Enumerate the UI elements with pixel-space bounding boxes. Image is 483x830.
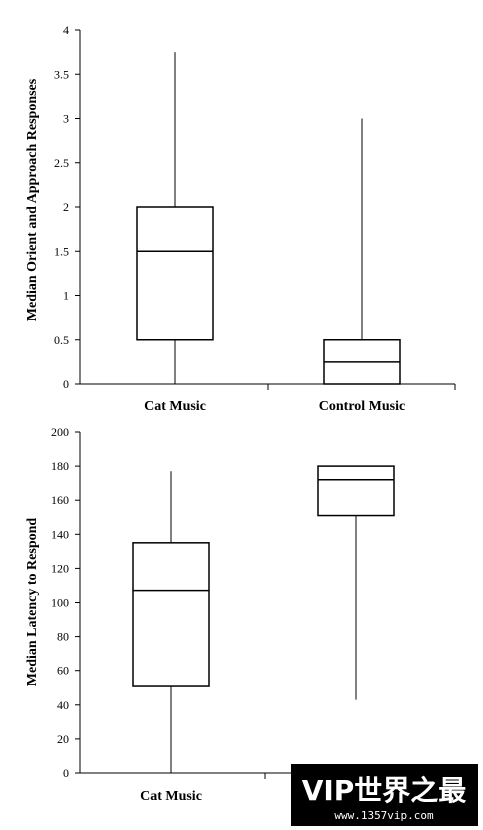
y-tick-label: 1 — [63, 289, 69, 303]
box-plot-control-music — [317, 465, 395, 700]
watermark-background — [291, 764, 478, 826]
watermark-logo: VIP世界之最 www.1357vip.com — [291, 764, 478, 826]
x-tick-label: Control Music — [319, 399, 405, 414]
y-tick-label: 80 — [57, 630, 69, 644]
y-tick-label: 1.5 — [54, 244, 69, 258]
y-tick-label: 60 — [57, 664, 69, 678]
watermark-logo-text: VIP世界之最 — [302, 774, 467, 807]
y-axis-label: Median Latency to Respond — [25, 518, 40, 687]
latency-chart: Median Latency to Respond Cat Music 0 20 4… — [25, 425, 455, 804]
orient-approach-chart: Median Orient and Approach Responses Cat… — [25, 23, 456, 414]
y-tick-label: 180 — [51, 459, 69, 473]
y-tick-label: 0 — [63, 377, 69, 391]
interquartile-box — [132, 542, 210, 687]
y-tick-label: 3 — [63, 112, 69, 126]
interquartile-box — [136, 206, 214, 341]
y-tick-label: 40 — [57, 698, 69, 712]
y-tick-label: 2.5 — [54, 156, 69, 170]
y-tick-label: 4 — [63, 23, 69, 37]
y-tick-label: 100 — [51, 596, 69, 610]
watermark-url: www.1357vip.com — [334, 809, 434, 822]
y-tick-label: 140 — [51, 527, 69, 541]
y-tick-label: 120 — [51, 561, 69, 575]
y-tick-label: 0 — [63, 766, 69, 780]
y-tick-label: 3.5 — [54, 67, 69, 81]
box-plot-control-music — [323, 118, 401, 385]
interquartile-box — [317, 465, 395, 517]
x-tick-label: Cat Music — [144, 399, 206, 414]
x-tick-label: Cat Music — [140, 789, 202, 804]
y-tick-label: 20 — [57, 732, 69, 746]
y-tick-label: 0.5 — [54, 333, 69, 347]
box-plot-cat-music — [132, 471, 210, 773]
y-tick-label: 2 — [63, 200, 69, 214]
y-tick-label: 200 — [51, 425, 69, 439]
y-axis-label: Median Orient and Approach Responses — [25, 78, 40, 321]
y-tick-label: 160 — [51, 493, 69, 507]
box-plot-cat-music — [136, 52, 214, 384]
